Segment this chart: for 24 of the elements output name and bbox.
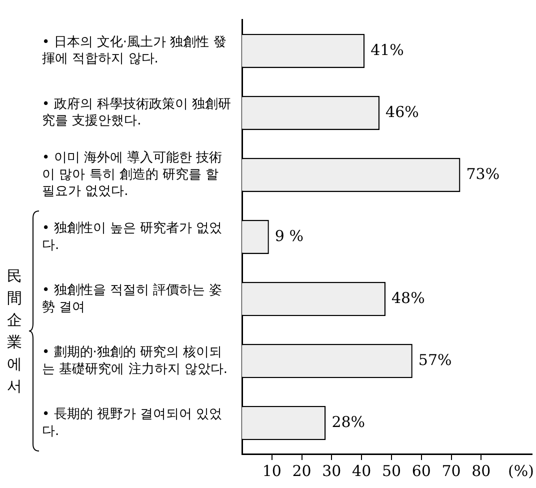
x-tick-label: 70 xyxy=(442,462,461,480)
y-tick-label: • 劃期的·独創的 研究의 核이되는 基礎研究에 注力하지 않았다. xyxy=(42,344,228,377)
x-tick-label: 50 xyxy=(382,462,402,480)
data-label: 57% xyxy=(418,350,452,369)
x-tick-label: 40 xyxy=(352,462,372,480)
data-label: 9 % xyxy=(274,226,304,245)
data-label: 46% xyxy=(386,102,419,121)
x-tick-label: 10 xyxy=(262,462,282,480)
data-label: 48% xyxy=(392,288,425,307)
data-label: 28% xyxy=(332,412,366,431)
data-label: 73% xyxy=(466,164,500,183)
y-tick-label: • 日本의 文化·風土가 独創性 發揮에 적합하지 않다. xyxy=(42,34,226,67)
x-tick-label: 30 xyxy=(322,462,342,480)
y-tick-label: • 政府의 科學技術政策이 独創研究를 支援안했다. xyxy=(42,96,232,129)
y-tick-label: • 独創性이 높은 研究者가 없었다. xyxy=(42,220,222,253)
y-tick-label: • 이미 海外에 導入可能한 技術이 많아 특히 創造的 研究를 할 필요가 없었다. xyxy=(42,150,223,200)
data-label: 41% xyxy=(370,40,404,59)
x-tick-label: 60 xyxy=(412,462,431,480)
x-tick-label: 80 xyxy=(472,462,491,480)
y-tick-label: • 独創性을 적절히 評價하는 姿勢 결여 xyxy=(42,282,222,315)
x-axis-title: (%) xyxy=(508,462,534,480)
text: 民間企業에서 xyxy=(6,266,23,397)
x-tick-label: 20 xyxy=(292,462,312,480)
y-tick-label: • 長期的 視野가 결여되어 있었다. xyxy=(42,406,222,439)
